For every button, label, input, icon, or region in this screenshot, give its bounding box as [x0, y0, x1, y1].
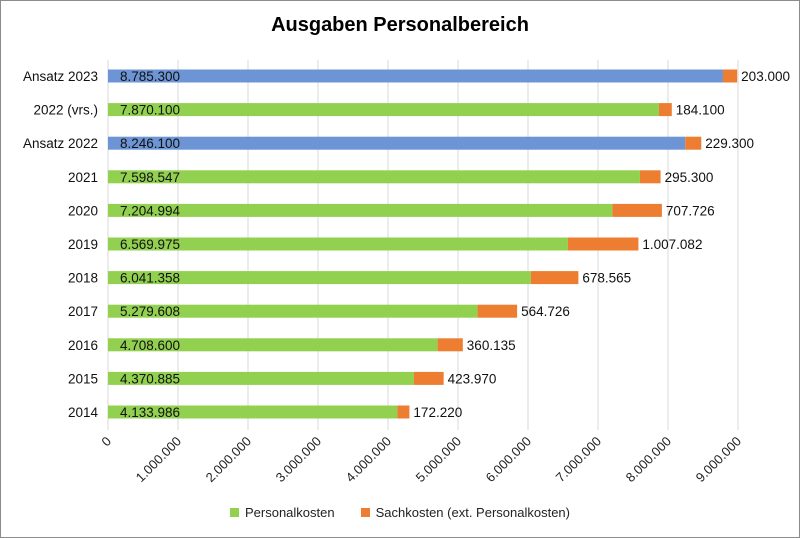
chart-title: Ausgaben Personalbereich [271, 14, 529, 36]
x-tick-label: 7.000.000 [553, 434, 605, 486]
data-label-sachkosten: 423.970 [448, 371, 497, 386]
x-tick-label: 0 [98, 434, 114, 450]
data-label-personalkosten: 7.598.547 [120, 170, 180, 185]
category-label: 2014 [68, 405, 99, 420]
data-label-sachkosten: 564.726 [521, 304, 570, 319]
bar-personalkosten [108, 338, 438, 352]
legend-swatch-personalkosten [229, 508, 239, 517]
x-tick-labels: 0 1.000.000 2.000.000 3.000.000 4.000.000 5.0… [98, 434, 744, 486]
bar-personalkosten [108, 203, 613, 217]
category-label: 2021 [68, 170, 98, 185]
bar-personalkosten [108, 237, 568, 251]
bar-sachkosten [477, 304, 518, 318]
bar-sachkosten [567, 237, 639, 251]
bar-sachkosten [437, 338, 463, 352]
bar-personalkosten [108, 103, 659, 117]
data-label-personalkosten: 4.370.885 [120, 371, 180, 386]
data-label-sachkosten: 707.726 [666, 203, 715, 218]
x-tick-label: 3.000.000 [273, 434, 325, 486]
x-tick-label: 1.000.000 [133, 434, 185, 486]
bar-sachkosten [612, 203, 662, 217]
x-tick-label: 8.000.000 [623, 434, 675, 486]
bar-personalkosten [108, 136, 686, 150]
bar-sachkosten [413, 371, 444, 385]
legend-swatch-sachkosten [360, 508, 370, 517]
legend-item-sachkosten: Sachkosten (ext. Personalkosten) [360, 505, 570, 520]
bar-personalkosten [108, 304, 478, 318]
legend-item-personalkosten: Personalkosten [229, 505, 335, 520]
data-label-personalkosten: 8.785.300 [120, 69, 180, 84]
x-tick-label: 5.000.000 [413, 434, 465, 486]
category-label: 2020 [68, 203, 98, 218]
bar-sachkosten [658, 103, 672, 117]
legend-label-sachkosten: Sachkosten (ext. Personalkosten) [375, 505, 570, 520]
legend-label-personalkosten: Personalkosten [244, 505, 335, 520]
data-label-personalkosten: 7.870.100 [120, 103, 180, 118]
data-label-sachkosten: 295.300 [665, 170, 714, 185]
data-label-personalkosten: 8.246.100 [120, 136, 180, 151]
data-label-sachkosten: 1.007.082 [642, 237, 702, 252]
bar-sachkosten [530, 271, 579, 285]
category-label: Ansatz 2022 [23, 136, 98, 151]
x-tick-label: 9.000.000 [693, 434, 745, 486]
bar-personalkosten [108, 170, 640, 184]
data-label-sachkosten: 678.565 [582, 271, 631, 286]
category-label: 2016 [68, 338, 98, 353]
data-label-sachkosten: 172.220 [413, 405, 462, 420]
data-label-sachkosten: 360.135 [467, 338, 516, 353]
x-tick-label: 6.000.000 [483, 434, 535, 486]
data-label-sachkosten: 184.100 [676, 103, 725, 118]
category-label: 2019 [68, 237, 98, 252]
bar-personalkosten [108, 271, 531, 285]
category-label: 2015 [68, 371, 98, 386]
data-label-personalkosten: 4.708.600 [120, 338, 180, 353]
legend: Personalkosten Sachkosten (ext. Personal… [0, 505, 800, 520]
data-labels: 8.785.300 203.000 7.870.100 184.100 8.246.10… [120, 69, 790, 420]
category-label: 2018 [68, 271, 98, 286]
data-label-sachkosten: 203.000 [741, 69, 790, 84]
bar-personalkosten [108, 371, 414, 385]
bar-sachkosten [722, 69, 738, 83]
x-tick-label: 4.000.000 [343, 434, 395, 486]
category-label: 2022 (vrs.) [33, 103, 98, 118]
bar-personalkosten [108, 405, 398, 419]
bar-sachkosten [639, 170, 661, 184]
bar-sachkosten [397, 405, 410, 419]
category-label: 2017 [68, 304, 98, 319]
x-tick-label: 2.000.000 [203, 434, 255, 486]
category-labels: Ansatz 2023 2022 (vrs.) Ansatz 2022 2021 202… [23, 69, 99, 420]
data-label-personalkosten: 5.279.608 [120, 304, 180, 319]
category-label: Ansatz 2023 [23, 69, 98, 84]
data-label-personalkosten: 7.204.994 [120, 203, 181, 218]
data-label-personalkosten: 6.041.358 [120, 271, 180, 286]
bar-personalkosten [108, 69, 723, 83]
bar-sachkosten [685, 136, 702, 150]
bars [108, 69, 738, 419]
data-label-personalkosten: 6.569.975 [120, 237, 180, 252]
data-label-sachkosten: 229.300 [705, 136, 754, 151]
data-label-personalkosten: 4.133.986 [120, 405, 180, 420]
